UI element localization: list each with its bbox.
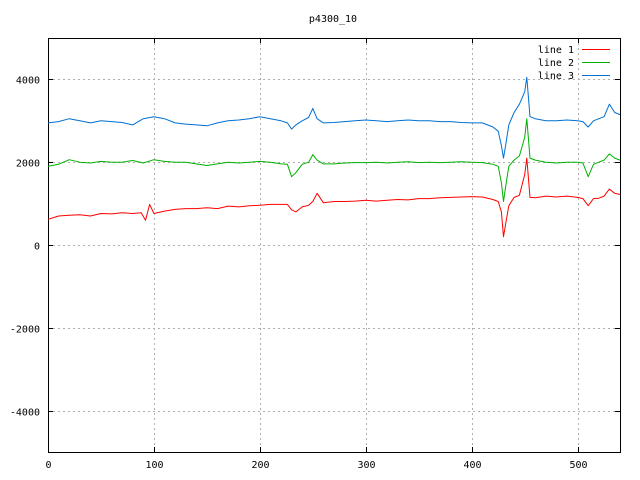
- axis-ticks: 0 100 200 300 400 500 -4000 -2000 0 2000 4000: [10, 38, 620, 471]
- series-line-3: [47, 76, 621, 159]
- y-tick-label: 4000: [16, 76, 40, 87]
- x-tick-label: 100: [145, 460, 163, 471]
- legend: line 1 line 2 line 3: [538, 45, 610, 82]
- grid: [48, 38, 620, 452]
- x-tick-label: 200: [251, 460, 269, 471]
- x-tick-label: 300: [357, 460, 375, 471]
- x-tick-label: 500: [569, 460, 587, 471]
- x-tick-label: 400: [463, 460, 481, 471]
- series-group: [47, 76, 621, 238]
- legend-label-1: line 1: [538, 45, 574, 56]
- y-tick-label: -2000: [10, 325, 40, 336]
- legend-label-3: line 3: [538, 71, 574, 82]
- y-tick-label: 0: [34, 242, 40, 253]
- y-tick-label: 2000: [16, 159, 40, 170]
- series-line-1: [47, 157, 621, 238]
- y-tick-label: -4000: [10, 408, 40, 419]
- chart-title: p4300_10: [309, 14, 357, 25]
- x-tick-label: 0: [45, 460, 51, 471]
- series-line-2: [47, 118, 621, 202]
- legend-label-2: line 2: [538, 58, 574, 69]
